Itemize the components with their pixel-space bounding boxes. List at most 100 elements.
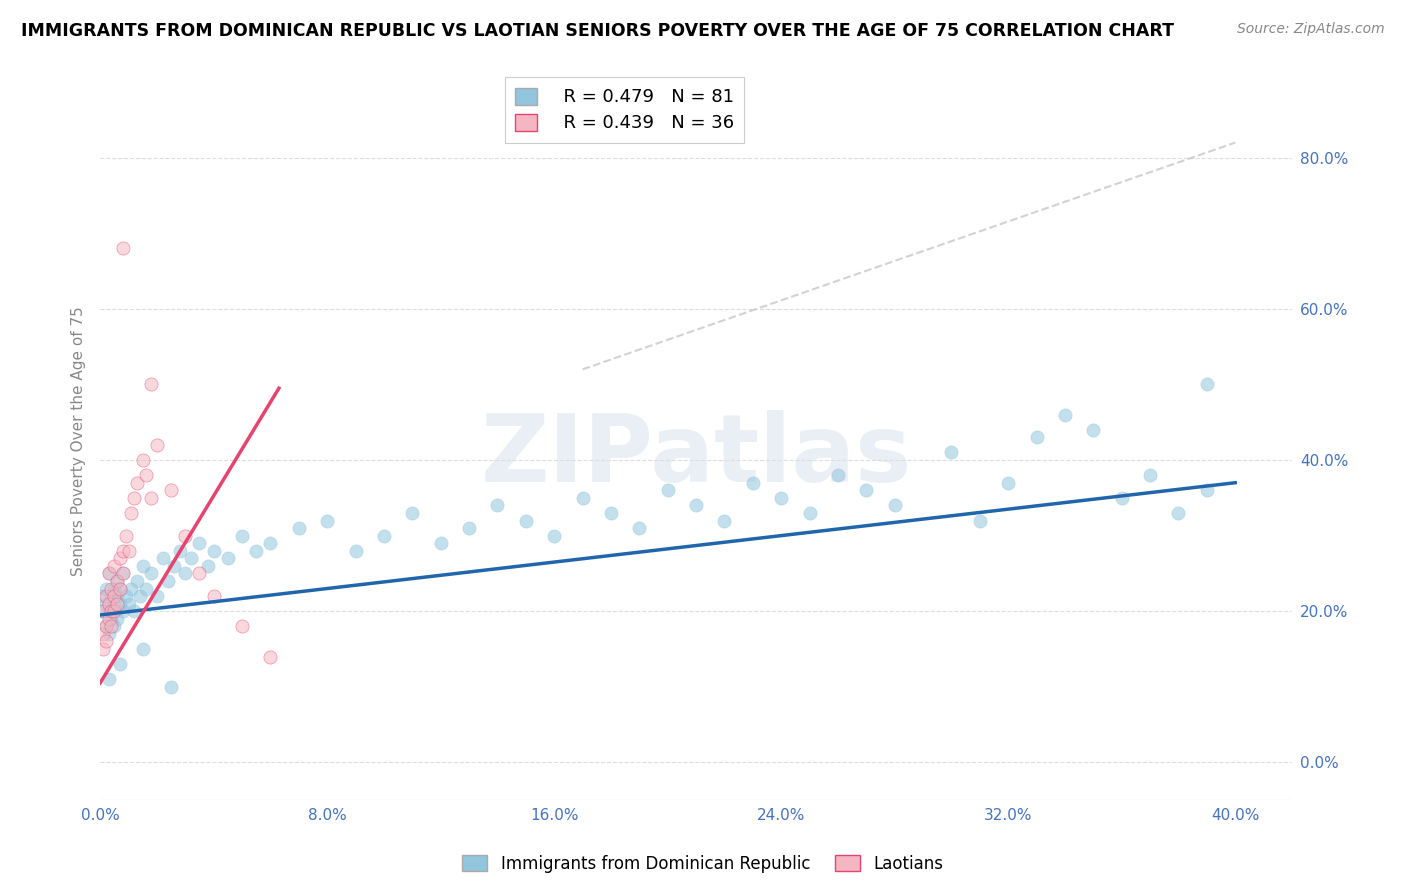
Point bbox=[713, 514, 735, 528]
Point bbox=[458, 521, 481, 535]
Point bbox=[94, 634, 117, 648]
Point bbox=[135, 582, 157, 596]
Point bbox=[827, 468, 849, 483]
Point bbox=[91, 604, 114, 618]
Point bbox=[103, 558, 125, 573]
Point bbox=[108, 551, 131, 566]
Point bbox=[770, 491, 793, 505]
Point bbox=[1111, 491, 1133, 505]
Text: IMMIGRANTS FROM DOMINICAN REPUBLIC VS LAOTIAN SENIORS POVERTY OVER THE AGE OF 75: IMMIGRANTS FROM DOMINICAN REPUBLIC VS LA… bbox=[21, 22, 1174, 40]
Point bbox=[657, 483, 679, 498]
Point bbox=[131, 453, 153, 467]
Point bbox=[259, 536, 281, 550]
Point bbox=[855, 483, 877, 498]
Legend:   R = 0.479   N = 81,   R = 0.439   N = 36: R = 0.479 N = 81, R = 0.439 N = 36 bbox=[505, 77, 745, 144]
Point bbox=[1083, 423, 1105, 437]
Point bbox=[799, 506, 821, 520]
Point bbox=[108, 657, 131, 672]
Point bbox=[97, 612, 120, 626]
Point bbox=[174, 566, 197, 581]
Point bbox=[111, 604, 134, 618]
Point bbox=[94, 589, 117, 603]
Point bbox=[429, 536, 451, 550]
Point bbox=[117, 597, 139, 611]
Point bbox=[373, 528, 395, 542]
Point bbox=[103, 604, 125, 618]
Point bbox=[128, 589, 150, 603]
Point bbox=[169, 543, 191, 558]
Point bbox=[108, 597, 131, 611]
Point bbox=[1167, 506, 1189, 520]
Point bbox=[600, 506, 623, 520]
Point bbox=[125, 574, 148, 588]
Point bbox=[141, 377, 163, 392]
Point bbox=[163, 558, 186, 573]
Point bbox=[202, 589, 225, 603]
Point bbox=[941, 445, 963, 459]
Point bbox=[120, 506, 142, 520]
Point bbox=[100, 582, 122, 596]
Point bbox=[231, 619, 253, 633]
Point bbox=[105, 574, 128, 588]
Point bbox=[105, 589, 128, 603]
Point bbox=[188, 536, 211, 550]
Point bbox=[180, 551, 202, 566]
Point bbox=[114, 589, 136, 603]
Point bbox=[108, 582, 131, 596]
Point bbox=[969, 514, 991, 528]
Point bbox=[141, 491, 163, 505]
Point bbox=[202, 543, 225, 558]
Point bbox=[103, 597, 125, 611]
Point bbox=[135, 468, 157, 483]
Point bbox=[685, 499, 707, 513]
Point bbox=[105, 597, 128, 611]
Point bbox=[231, 528, 253, 542]
Y-axis label: Seniors Poverty Over the Age of 75: Seniors Poverty Over the Age of 75 bbox=[72, 306, 86, 576]
Point bbox=[100, 589, 122, 603]
Point bbox=[111, 242, 134, 256]
Point bbox=[100, 612, 122, 626]
Point bbox=[152, 551, 174, 566]
Point bbox=[91, 589, 114, 603]
Point bbox=[91, 642, 114, 657]
Point bbox=[217, 551, 239, 566]
Point bbox=[91, 604, 114, 618]
Point bbox=[543, 528, 565, 542]
Point bbox=[883, 499, 905, 513]
Point bbox=[94, 597, 117, 611]
Point bbox=[103, 589, 125, 603]
Point bbox=[125, 475, 148, 490]
Point bbox=[628, 521, 651, 535]
Point bbox=[114, 528, 136, 542]
Point bbox=[117, 543, 139, 558]
Point bbox=[316, 514, 339, 528]
Point bbox=[97, 604, 120, 618]
Point bbox=[120, 582, 142, 596]
Point bbox=[1195, 483, 1218, 498]
Point bbox=[97, 566, 120, 581]
Point bbox=[111, 566, 134, 581]
Legend: Immigrants from Dominican Republic, Laotians: Immigrants from Dominican Republic, Laot… bbox=[456, 848, 950, 880]
Point bbox=[97, 566, 120, 581]
Point bbox=[174, 528, 197, 542]
Point bbox=[146, 589, 169, 603]
Point bbox=[401, 506, 423, 520]
Text: ZIPatlas: ZIPatlas bbox=[481, 409, 911, 501]
Point bbox=[122, 604, 145, 618]
Point bbox=[108, 582, 131, 596]
Point bbox=[287, 521, 309, 535]
Point bbox=[146, 438, 169, 452]
Point bbox=[160, 483, 183, 498]
Point bbox=[515, 514, 537, 528]
Point bbox=[160, 680, 183, 694]
Point bbox=[103, 619, 125, 633]
Point bbox=[486, 499, 509, 513]
Point bbox=[344, 543, 367, 558]
Point bbox=[97, 597, 120, 611]
Point bbox=[1195, 377, 1218, 392]
Point bbox=[997, 475, 1019, 490]
Point bbox=[103, 582, 125, 596]
Text: Source: ZipAtlas.com: Source: ZipAtlas.com bbox=[1237, 22, 1385, 37]
Point bbox=[97, 672, 120, 686]
Point bbox=[105, 574, 128, 588]
